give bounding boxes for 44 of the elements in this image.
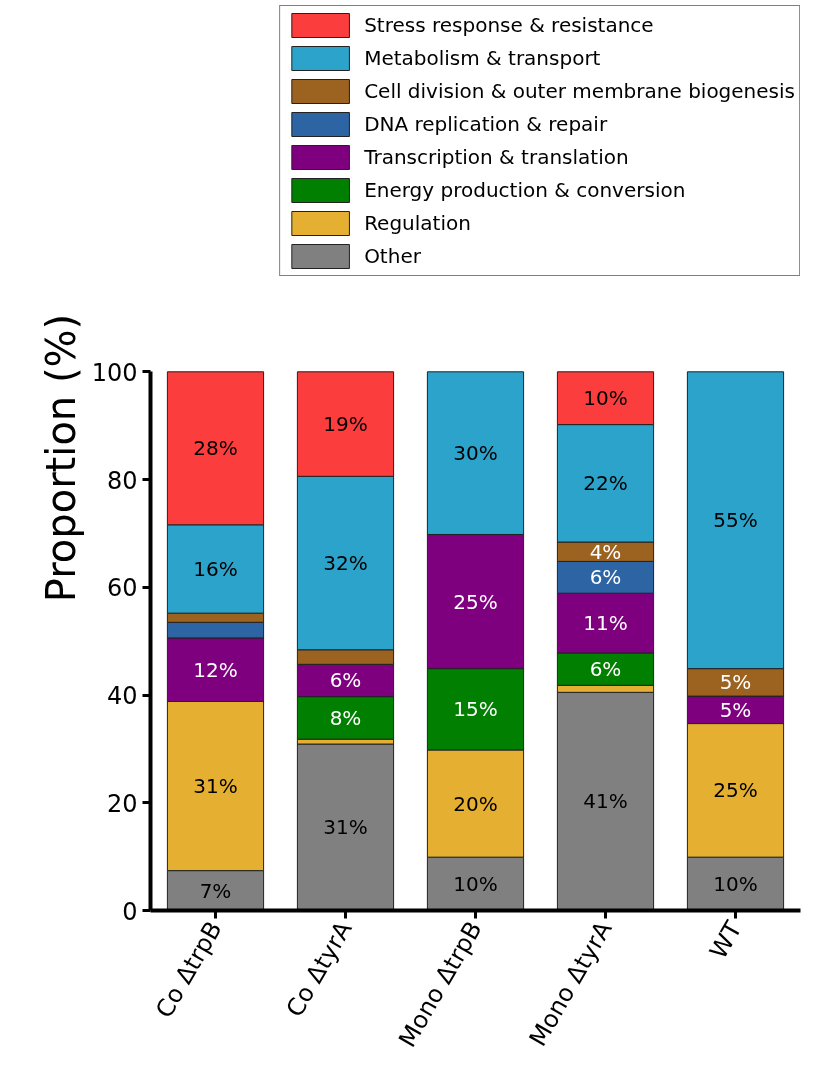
data-label: 30% xyxy=(453,441,498,466)
data-label: 25% xyxy=(713,778,758,803)
legend-label: Regulation xyxy=(364,210,471,237)
data-label: 12% xyxy=(193,657,238,682)
legend-label: Transcription & translation xyxy=(364,144,629,171)
data-label: 4% xyxy=(589,539,622,564)
y-tick-label: 40 xyxy=(106,682,138,711)
data-label: 16% xyxy=(193,556,238,581)
data-label: 7% xyxy=(199,878,232,903)
data-label: 10% xyxy=(713,871,758,896)
data-label: 10% xyxy=(453,871,498,896)
data-label: 8% xyxy=(329,705,362,730)
data-label: 6% xyxy=(589,657,622,682)
y-tick-label: 60 xyxy=(106,574,138,603)
data-label: 19% xyxy=(323,412,368,437)
data-label: 31% xyxy=(193,774,238,799)
legend-label: Other xyxy=(364,243,421,270)
y-tick-label: 100 xyxy=(91,358,138,387)
data-label: 32% xyxy=(323,551,368,576)
bar xyxy=(296,743,395,911)
data-label: 6% xyxy=(329,668,362,693)
y-tick-label: 20 xyxy=(106,789,138,818)
data-label: 25% xyxy=(453,589,498,614)
data-label: 20% xyxy=(453,791,498,816)
y-tick-label: 80 xyxy=(106,466,138,495)
y-axis-title: Proportion (%) xyxy=(37,313,84,603)
data-label: 31% xyxy=(323,815,368,840)
data-label: 5% xyxy=(719,670,752,695)
data-label: 41% xyxy=(583,789,628,814)
legend-label: Cell division & outer membrane biogenesis xyxy=(364,78,795,105)
legend-label: Energy production & conversion xyxy=(364,177,686,204)
data-label: 15% xyxy=(453,697,498,722)
data-label: 10% xyxy=(583,386,628,411)
data-label: 6% xyxy=(589,565,622,590)
data-label: 55% xyxy=(713,508,758,533)
legend-label: Metabolism & transport xyxy=(364,45,601,72)
data-label: 5% xyxy=(719,697,752,722)
legend-label: DNA replication & repair xyxy=(364,111,608,138)
y-tick-label: 0 xyxy=(122,897,138,926)
x-tick-label: WT xyxy=(704,916,748,964)
data-label: 11% xyxy=(583,611,628,636)
data-label: 28% xyxy=(193,436,238,461)
data-label: 22% xyxy=(583,471,628,496)
legend-label: Stress response & resistance xyxy=(364,12,654,39)
